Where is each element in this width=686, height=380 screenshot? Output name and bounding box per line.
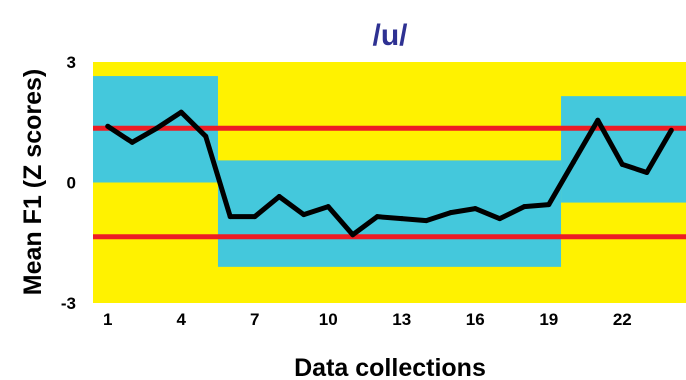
data-point [546, 202, 552, 208]
data-point [105, 123, 111, 129]
data-point [129, 139, 135, 145]
series-line-1 [106, 109, 674, 238]
data-point [227, 214, 233, 220]
data-point [325, 204, 331, 210]
data-point [154, 125, 160, 131]
x-tick-label: 22 [613, 310, 632, 329]
x-tick-label: 7 [250, 310, 259, 329]
data-point [276, 194, 282, 200]
data-point [178, 109, 184, 115]
data-point [619, 161, 625, 167]
x-tick-label: 13 [392, 310, 411, 329]
y-tick-label: -3 [61, 294, 76, 313]
data-point [668, 127, 674, 133]
x-tick-label: 16 [466, 310, 485, 329]
data-point [595, 117, 601, 123]
data-point [472, 206, 478, 212]
x-tick-label: 4 [176, 310, 186, 329]
data-point [301, 212, 307, 218]
data-point [448, 210, 454, 216]
y-ticks: 3 0 -3 [61, 53, 76, 313]
data-point [497, 216, 503, 222]
data-point [521, 204, 527, 210]
y-tick-label: 0 [67, 174, 76, 193]
data-point [423, 218, 429, 224]
x-tick-label: 1 [103, 310, 112, 329]
chart-title: /u/ [373, 19, 409, 52]
x-axis-label: Data collections [294, 354, 486, 380]
data-point [374, 214, 380, 220]
data-point [203, 133, 209, 139]
data-point [252, 214, 258, 220]
series-layer [105, 109, 674, 238]
reference-lines-layer [93, 125, 686, 240]
y-tick-label: 3 [67, 53, 76, 72]
data-point [399, 216, 405, 222]
data-point [570, 159, 576, 165]
x-tick-label: 10 [319, 310, 338, 329]
band-2 [217, 160, 562, 267]
x-ticks: 1 4 7 10 13 16 19 22 [103, 310, 632, 329]
y-axis-label: Mean F1 (Z scores) [19, 69, 47, 295]
x-tick-label: 19 [539, 310, 558, 329]
data-point [644, 169, 650, 175]
data-point [350, 232, 356, 238]
